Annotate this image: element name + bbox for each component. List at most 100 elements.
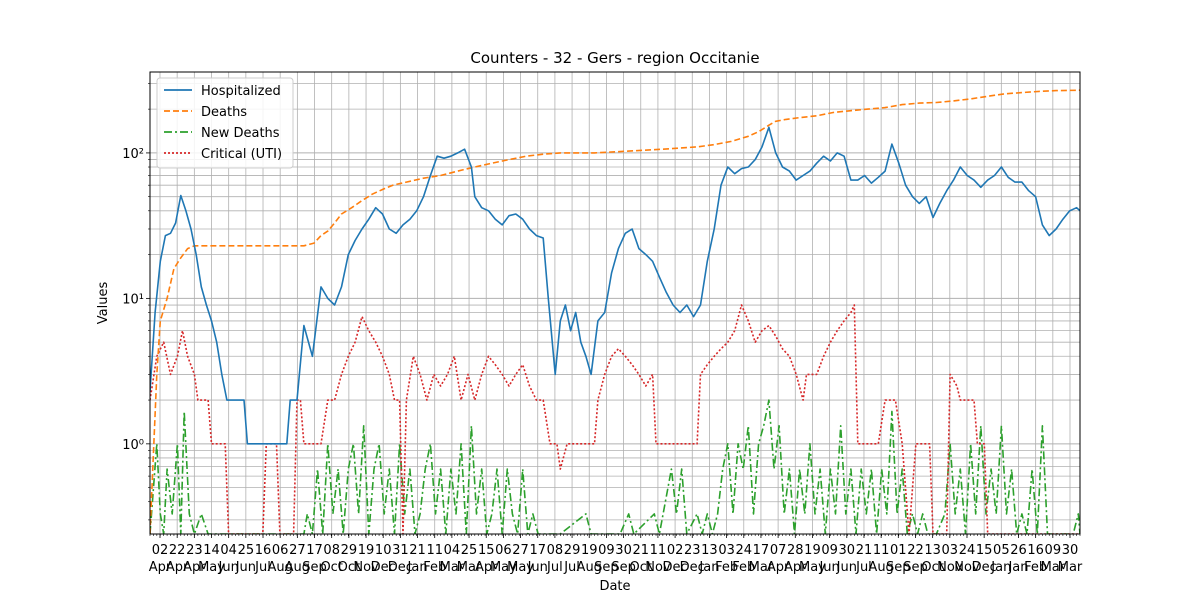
x-tick-label-month: Nov — [645, 560, 671, 575]
legend-box — [156, 77, 294, 169]
x-tick-label-month: Nov — [937, 560, 963, 575]
x-tick-label-month: Sep — [886, 560, 911, 575]
x-tick-label-month: Mar — [749, 560, 774, 575]
x-tick-label-day: 15 — [478, 543, 495, 558]
x-tick-label-day: 02 — [152, 543, 169, 558]
x-tick-label-day: 17 — [753, 543, 770, 558]
x-tick-label-day: 15 — [976, 543, 993, 558]
x-tick-label-day: 24 — [959, 543, 976, 558]
x-tick-label-day: 22 — [169, 543, 186, 558]
x-tick-label-month: May — [507, 560, 534, 575]
x-tick-label-day: 01 — [890, 543, 907, 558]
x-tick-label-day: 23 — [186, 543, 203, 558]
x-tick-label-month: Mar — [1041, 560, 1066, 575]
x-tick-label-month: Nov — [954, 560, 980, 575]
x-tick-label-month: Oct — [338, 560, 360, 575]
x-tick-label-day: 24 — [736, 543, 753, 558]
x-tick-label-month: Aug — [267, 560, 292, 575]
x-tick-label-day: 09 — [821, 543, 838, 558]
x-tick-label-day: 31 — [392, 543, 409, 558]
x-tick-label-month: Sep — [594, 560, 619, 575]
x-tick-label-day: 27 — [512, 543, 529, 558]
x-tick-label-day: 17 — [529, 543, 546, 558]
x-tick-label-day: 02 — [667, 543, 684, 558]
x-tick-label-month: Dec — [663, 560, 688, 575]
x-tick-label-month: May — [799, 560, 826, 575]
x-tick-label-month: Jul — [546, 560, 563, 575]
x-tick-label-month: Feb — [732, 560, 755, 575]
x-tick-label-month: Apr — [183, 560, 206, 575]
x-tick-label-month: Nov — [353, 560, 379, 575]
x-tick-label-day: 09 — [598, 543, 615, 558]
x-tick-label-month: Mar — [440, 560, 465, 575]
x-tick-label-month: Jan — [1007, 560, 1028, 575]
x-tick-label-day: 06 — [272, 543, 289, 558]
x-tick-label-day: 03 — [718, 543, 735, 558]
x-tick-label-month: Apr — [149, 560, 172, 575]
x-tick-label-day: 04 — [220, 543, 237, 558]
series-line-new-deaths — [150, 399, 1080, 534]
x-tick-label-day: 28 — [787, 543, 804, 558]
chart-title: Counters - 32 - Gers - region Occitanie — [470, 49, 759, 67]
x-axis-label: Date — [599, 579, 630, 594]
x-tick-label-day: 23 — [684, 543, 701, 558]
series-line-hospitalized — [150, 126, 1080, 445]
x-tick-label-month: Dec — [680, 560, 705, 575]
x-tick-label-day: 03 — [942, 543, 959, 558]
y-tick-label: 10¹ — [122, 292, 144, 307]
x-tick-label-day: 07 — [770, 543, 787, 558]
x-tick-label-day: 14 — [203, 543, 220, 558]
x-tick-label-day: 16 — [255, 543, 272, 558]
x-tick-label-day: 11 — [426, 543, 443, 558]
x-axis: 02Apr22Apr23Apr14May04Jun25Jun16Jul06Aug… — [149, 534, 1083, 575]
x-tick-label-month: Sep — [611, 560, 636, 575]
x-tick-label-day: 17 — [306, 543, 323, 558]
x-tick-label-month: Jul — [254, 560, 271, 575]
x-tick-label-day: 22 — [907, 543, 924, 558]
x-tick-label-day: 08 — [323, 543, 340, 558]
x-tick-label-month: Jun — [218, 560, 239, 575]
x-tick-label-month: Jun — [818, 560, 839, 575]
x-tick-label-month: Mar — [457, 560, 482, 575]
y-tick-label: 10⁰ — [122, 438, 144, 453]
x-tick-label-day: 25 — [461, 543, 478, 558]
x-tick-label-day: 21 — [409, 543, 426, 558]
x-tick-label-month: Aug — [868, 560, 893, 575]
x-tick-label-day: 21 — [856, 543, 873, 558]
x-tick-label-day: 10 — [375, 543, 392, 558]
x-tick-label-day: 30 — [615, 543, 632, 558]
x-tick-label-day: 09 — [1045, 543, 1062, 558]
x-tick-label-month: Apr — [767, 560, 790, 575]
legend-entry-label: New Deaths — [201, 126, 280, 141]
x-tick-label-day: 25 — [238, 543, 255, 558]
x-tick-label-month: Mar — [1058, 560, 1083, 575]
y-tick-label: 10² — [122, 147, 144, 162]
x-tick-label-day: 16 — [1027, 543, 1044, 558]
x-tick-label-month: Apr — [166, 560, 189, 575]
x-tick-label-month: Jul — [855, 560, 872, 575]
x-tick-label-month: Jan — [698, 560, 719, 575]
x-tick-label-day: 13 — [701, 543, 718, 558]
x-tick-label-day: 30 — [1062, 543, 1079, 558]
x-tick-label-month: Oct — [921, 560, 943, 575]
x-tick-label-month: Apr — [475, 560, 498, 575]
series-line-deaths — [150, 89, 1080, 534]
x-tick-label-month: Jun — [527, 560, 548, 575]
x-tick-label-day: 05 — [993, 543, 1010, 558]
x-tick-label-day: 11 — [650, 543, 667, 558]
x-tick-label-month: Dec — [972, 560, 997, 575]
x-tick-label-day: 19 — [581, 543, 598, 558]
x-tick-label-month: Apr — [784, 560, 807, 575]
x-tick-label-day: 21 — [632, 543, 649, 558]
x-tick-label-month: Aug — [577, 560, 602, 575]
x-tick-label-month: Jul — [563, 560, 580, 575]
x-tick-label-day: 13 — [924, 543, 941, 558]
x-tick-label-day: 06 — [495, 543, 512, 558]
x-tick-label-month: Feb — [1024, 560, 1047, 575]
x-tick-label-day: 11 — [873, 543, 890, 558]
x-tick-label-month: Aug — [285, 560, 310, 575]
x-tick-label-month: Dec — [388, 560, 413, 575]
x-tick-label-month: Jan — [407, 560, 428, 575]
